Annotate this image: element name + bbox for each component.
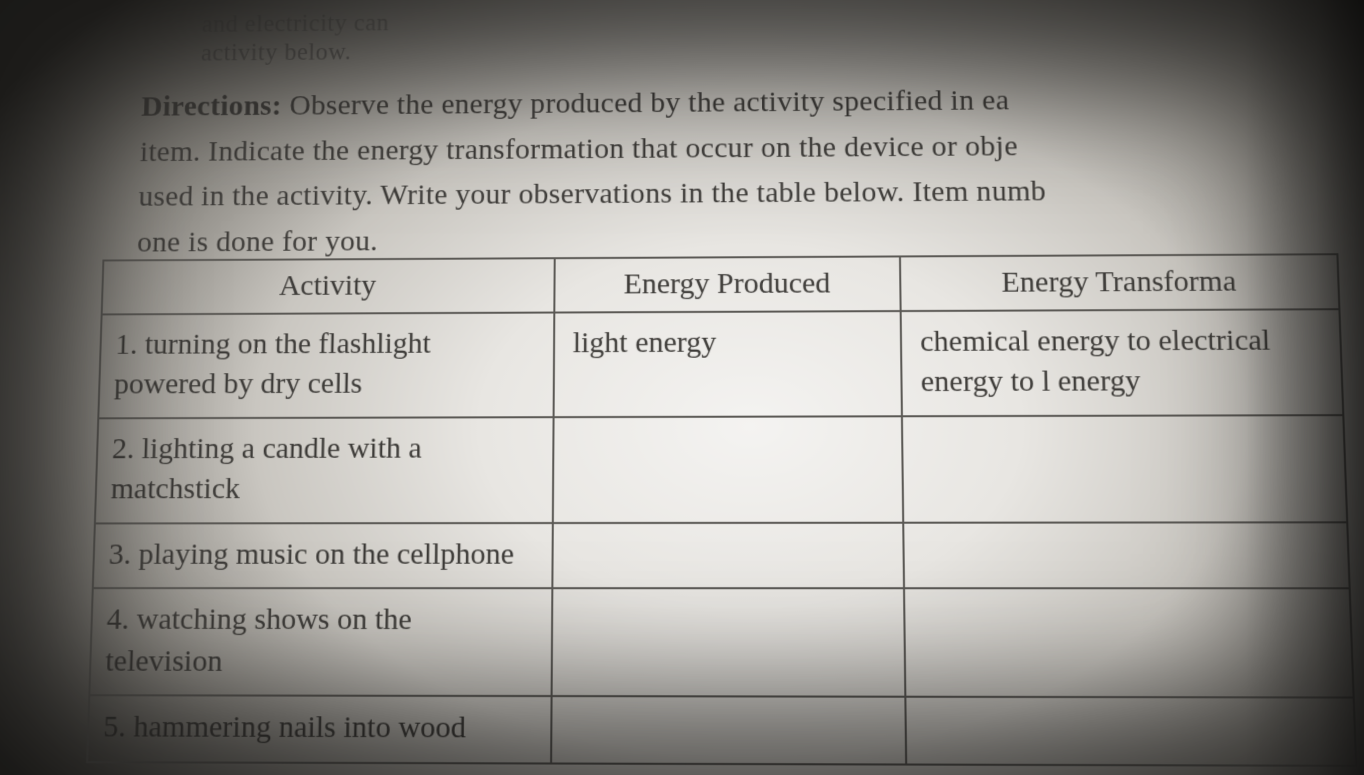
cell-produced: light energy bbox=[553, 311, 902, 417]
cell-transform bbox=[902, 415, 1347, 523]
directions-paragraph: Directions: Observe the energy produced … bbox=[102, 76, 1338, 266]
cell-produced bbox=[552, 522, 904, 588]
cell-activity: 4. watching shows on the television bbox=[89, 588, 552, 696]
cell-activity: 1. turning on the flashlight powered by … bbox=[98, 312, 554, 418]
cell-activity: 5. hammering nails into wood bbox=[87, 695, 551, 763]
cell-produced bbox=[553, 416, 904, 523]
col-header-activity: Activity bbox=[102, 258, 555, 314]
cell-produced bbox=[551, 696, 906, 764]
col-header-transform: Energy Transforma bbox=[900, 254, 1339, 310]
cell-produced bbox=[551, 588, 905, 697]
directions-line-1: Observe the energy produced by the activ… bbox=[282, 84, 1010, 121]
cell-transform bbox=[904, 588, 1354, 697]
energy-table: Activity Energy Produced Energy Transfor… bbox=[86, 253, 1357, 766]
pretext-block: and electricity can activity below. bbox=[109, 2, 1332, 68]
cell-transform: chemical energy to electrical energy to … bbox=[901, 309, 1344, 416]
directions-line-3: used in the activity. Write your observa… bbox=[138, 175, 1046, 213]
table-row: 3. playing music on the cellphone bbox=[93, 522, 1350, 588]
cell-activity: 3. playing music on the cellphone bbox=[93, 523, 553, 589]
cell-transform bbox=[903, 522, 1349, 588]
table-row: 5. hammering nails into wood bbox=[87, 695, 1356, 765]
directions-label: Directions: bbox=[141, 90, 282, 123]
table-row: 4. watching shows on the television bbox=[89, 588, 1353, 697]
worksheet-page: and electricity can activity below. Dire… bbox=[0, 1, 1364, 775]
table-row: 2. lighting a candle with a matchstick bbox=[95, 415, 1347, 523]
col-header-produced: Energy Produced bbox=[554, 256, 901, 312]
cell-transform bbox=[905, 697, 1356, 766]
directions-line-4: one is done for you. bbox=[137, 224, 379, 258]
table-row: 1. turning on the flashlight powered by … bbox=[98, 309, 1343, 418]
directions-line-2: item. Indicate the energy transformation… bbox=[140, 129, 1019, 167]
cell-activity: 2. lighting a candle with a matchstick bbox=[95, 417, 553, 523]
